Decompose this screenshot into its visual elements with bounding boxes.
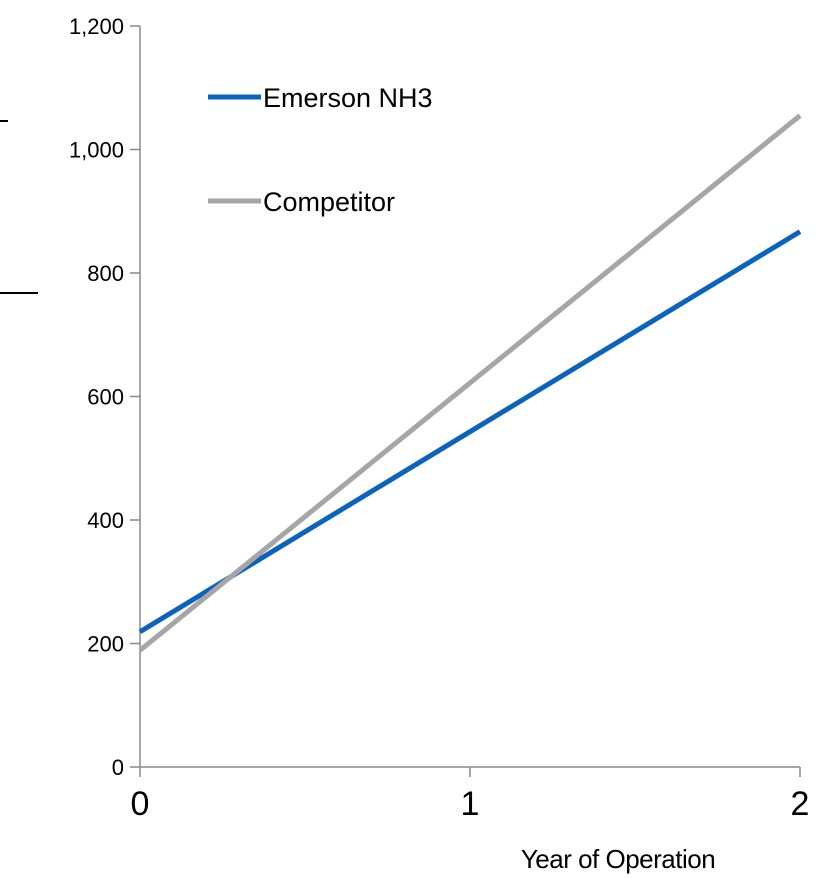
series-group bbox=[138, 113, 802, 653]
y-tick-label: 0 bbox=[112, 755, 124, 780]
series-line-competitor bbox=[138, 113, 802, 653]
x-axis-label: Year of Operation bbox=[521, 844, 715, 874]
chart-axes bbox=[139, 26, 800, 768]
y-tick-label: 800 bbox=[87, 261, 124, 286]
legend: Emerson NH3 Competitor bbox=[208, 83, 433, 217]
series-line-emerson-nh3 bbox=[138, 229, 802, 634]
x-tick-group: 0 1 2 bbox=[131, 767, 810, 823]
y-tick-label: 1,000 bbox=[69, 138, 124, 163]
y-tick-label: 1,200 bbox=[69, 14, 124, 39]
x-tick-label: 1 bbox=[461, 785, 480, 823]
x-tick-label: 0 bbox=[131, 785, 150, 823]
y-tick-group: 0 200 400 600 800 1,000 1,200 bbox=[69, 14, 140, 780]
legend-label: Emerson NH3 bbox=[263, 83, 433, 113]
x-tick-label: 2 bbox=[791, 785, 810, 823]
cropped-underline-fragment-middle bbox=[0, 292, 38, 294]
legend-label: Competitor bbox=[263, 187, 395, 217]
y-tick-label: 600 bbox=[87, 385, 124, 410]
y-tick-label: 400 bbox=[87, 508, 124, 533]
y-tick-label: 200 bbox=[87, 632, 124, 657]
cropped-underline-fragment-top bbox=[0, 120, 8, 122]
